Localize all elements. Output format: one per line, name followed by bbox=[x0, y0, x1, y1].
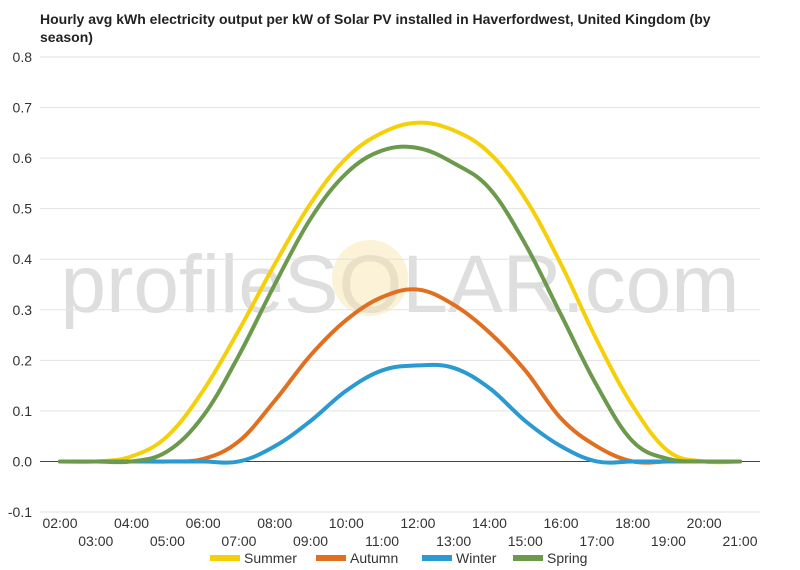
x-tick-label: 20:00 bbox=[687, 515, 722, 531]
watermark-text: profileSOLAR.com bbox=[60, 239, 739, 330]
legend-label-spring: Spring bbox=[547, 550, 587, 566]
x-tick-label: 16:00 bbox=[544, 515, 579, 531]
x-tick-label: 14:00 bbox=[472, 515, 507, 531]
y-tick-label: 0.3 bbox=[13, 302, 33, 318]
x-axis: 02:00 04:00 06:00 08:00 10:00 12:00 14:00 16:00… bbox=[42, 515, 757, 549]
legend: Summer Autumn Winter Spring bbox=[210, 550, 587, 566]
x-tick-label: 04:00 bbox=[114, 515, 149, 531]
legend-swatch-autumn bbox=[316, 555, 346, 561]
y-tick-label: 0.1 bbox=[13, 403, 33, 419]
legend-swatch-summer bbox=[210, 555, 240, 561]
x-tick-label: 18:00 bbox=[615, 515, 650, 531]
x-tick-label: 17:00 bbox=[579, 533, 614, 549]
legend-label-autumn: Autumn bbox=[350, 550, 398, 566]
y-tick-label: 0.6 bbox=[13, 150, 33, 166]
y-tick-label: 0.2 bbox=[13, 352, 33, 368]
x-tick-label: 09:00 bbox=[293, 533, 328, 549]
y-tick-label: 0.7 bbox=[13, 100, 33, 116]
legend-swatch-winter bbox=[422, 555, 452, 561]
x-tick-label: 03:00 bbox=[78, 533, 113, 549]
x-tick-label: 07:00 bbox=[221, 533, 256, 549]
x-tick-label: 12:00 bbox=[400, 515, 435, 531]
legend-swatch-spring bbox=[513, 555, 543, 561]
y-tick-label: 0.4 bbox=[13, 251, 33, 267]
x-tick-label: 11:00 bbox=[365, 533, 399, 549]
series-line-summer bbox=[58, 120, 742, 465]
x-tick-label: 05:00 bbox=[150, 533, 185, 549]
y-tick-label: 0.0 bbox=[13, 453, 33, 469]
x-tick-label: 06:00 bbox=[186, 515, 221, 531]
x-tick-label: 13:00 bbox=[436, 533, 471, 549]
y-axis: 0.8 0.7 0.6 0.5 0.4 0.3 0.2 0.1 0.0 -0.1 bbox=[8, 49, 32, 520]
x-tick-label: 19:00 bbox=[651, 533, 686, 549]
y-tick-label: 0.8 bbox=[13, 49, 33, 65]
x-tick-label: 08:00 bbox=[257, 515, 292, 531]
chart-title: Hourly avg kWh electricity output per kW… bbox=[40, 11, 711, 45]
legend-label-winter: Winter bbox=[456, 550, 497, 566]
grid-lines bbox=[40, 56, 760, 513]
x-tick-label: 02:00 bbox=[42, 515, 77, 531]
legend-label-summer: Summer bbox=[244, 550, 297, 566]
x-tick-label: 15:00 bbox=[508, 533, 543, 549]
series-lines bbox=[58, 120, 742, 465]
y-tick-label: -0.1 bbox=[8, 504, 32, 520]
y-tick-label: 0.5 bbox=[13, 201, 33, 217]
x-tick-label: 10:00 bbox=[329, 515, 364, 531]
x-tick-label: 21:00 bbox=[722, 533, 757, 549]
series-line-winter bbox=[58, 362, 742, 465]
series-line-spring bbox=[58, 144, 742, 465]
